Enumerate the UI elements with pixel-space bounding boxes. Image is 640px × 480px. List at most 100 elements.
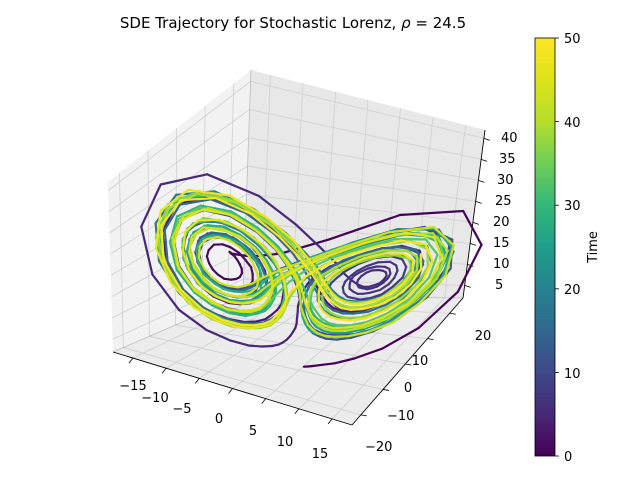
trajectory-segment — [210, 301, 230, 311]
trajectory-segment — [421, 259, 434, 283]
trajectory-segment — [329, 294, 336, 303]
trajectory-segment — [387, 300, 415, 320]
trajectory-segment — [352, 271, 361, 278]
y-tick-label: 0 — [404, 381, 412, 396]
trajectory-segment — [228, 299, 243, 303]
trajectory-segment — [253, 247, 266, 262]
trajectory-segment — [309, 280, 317, 291]
trajectory-segment — [258, 302, 267, 309]
trajectory-segment — [352, 302, 364, 306]
trajectory-segment — [417, 290, 459, 330]
trajectory-segment — [370, 268, 380, 272]
trajectory-segment — [215, 319, 237, 328]
y-tick-label: −10 — [387, 409, 414, 424]
trajectory-segment — [193, 306, 218, 322]
trajectory-segment — [197, 245, 201, 260]
trajectory-segment — [309, 299, 315, 309]
trajectory-segment — [349, 320, 369, 327]
y-tick-mark — [383, 389, 390, 391]
tick-marks — [128, 138, 491, 425]
trajectory-segment — [303, 287, 309, 298]
trajectory-segment — [364, 317, 390, 329]
trajectory-segment — [289, 288, 297, 298]
trajectory-segment — [368, 288, 382, 294]
trajectory-segment — [336, 318, 352, 322]
trajectory-segment — [279, 307, 286, 316]
trajectory-segment — [327, 322, 339, 327]
x-tick-mark — [261, 398, 267, 404]
trajectory-segment — [241, 301, 254, 305]
trajectory-segment — [208, 262, 214, 271]
trajectory-segment — [220, 318, 242, 326]
trajectory-segment — [221, 243, 232, 249]
trajectory-segment — [202, 306, 224, 319]
trajectory-segment — [363, 310, 384, 320]
trajectory-segment — [179, 288, 203, 310]
trajectory-segment — [241, 308, 254, 312]
trajectory-segment — [312, 306, 319, 315]
trajectory-segment — [403, 280, 424, 302]
trajectory-segment — [323, 334, 335, 338]
gridline-back-x — [383, 108, 401, 298]
trajectory-segment — [318, 335, 327, 340]
trajectory-segment — [244, 290, 253, 296]
trajectory-segment — [325, 303, 335, 312]
trajectory-segment — [377, 296, 397, 307]
trajectory-segment — [267, 289, 274, 299]
gridline-left-z — [108, 80, 251, 191]
trajectory-segment — [321, 362, 336, 366]
trajectory-segment — [268, 253, 279, 270]
title-equation: = 24.5 — [411, 14, 467, 32]
trajectory-segment — [324, 306, 332, 314]
trajectory-segment — [269, 271, 274, 284]
trajectory-segment — [218, 218, 244, 231]
trajectory-segment — [160, 224, 165, 262]
trajectory-segment — [432, 226, 455, 247]
y-tick-mark — [427, 338, 434, 341]
trajectory-segment — [337, 304, 350, 309]
trajectory-segment — [381, 303, 409, 319]
gridline-back-z — [246, 193, 473, 223]
trajectory-segment — [205, 255, 211, 265]
trajectory-segment — [412, 277, 439, 304]
trajectory-segment — [255, 318, 267, 323]
x-tick-labels: −15 −10 −5 0 5 10 15 — [119, 379, 328, 462]
chart-title: SDE Trajectory for Stochastic Lorenz, ρ … — [120, 14, 466, 32]
trajectory-segment — [151, 273, 180, 311]
trajectory-segment — [341, 309, 353, 313]
trajectory-segment — [322, 329, 334, 334]
trajectory-segment — [332, 268, 346, 278]
trajectory-segment — [248, 255, 255, 266]
trajectory-segment — [238, 251, 247, 261]
trajectory-segment — [302, 294, 307, 304]
trajectory-segment — [216, 235, 231, 242]
gridline-floor-x — [331, 297, 445, 420]
trajectory-segment — [234, 325, 252, 330]
trajectory-segment — [277, 245, 293, 265]
trajectory-segment — [323, 328, 336, 332]
trajectory-segment — [333, 300, 344, 307]
z-tick-label: 5 — [495, 278, 503, 293]
z-tick-mark — [470, 243, 477, 246]
trajectory-segment — [307, 288, 312, 299]
trajectory-segment — [367, 265, 378, 270]
x-tick-mark — [228, 388, 233, 394]
trajectory-segment — [340, 306, 352, 311]
trajectory-segment — [290, 283, 299, 293]
trajectory-segment — [401, 265, 408, 279]
x-tick-mark — [161, 367, 167, 374]
trajectory-segment — [302, 254, 330, 268]
trajectory-segment — [178, 198, 213, 206]
trajectory-segment — [411, 259, 415, 274]
trajectory-segment — [404, 266, 413, 280]
trajectory-segment — [177, 308, 208, 332]
trajectory-segment — [326, 258, 345, 271]
trajectory-segment — [229, 246, 241, 254]
trajectory-segment — [166, 260, 185, 291]
x-tick-label: 5 — [249, 424, 257, 439]
trajectory-segment — [375, 300, 398, 313]
trajectory-segment — [414, 265, 429, 288]
gridline-floor-x — [265, 296, 384, 399]
trajectory-segment — [140, 183, 162, 228]
trajectory-segment — [257, 194, 298, 226]
